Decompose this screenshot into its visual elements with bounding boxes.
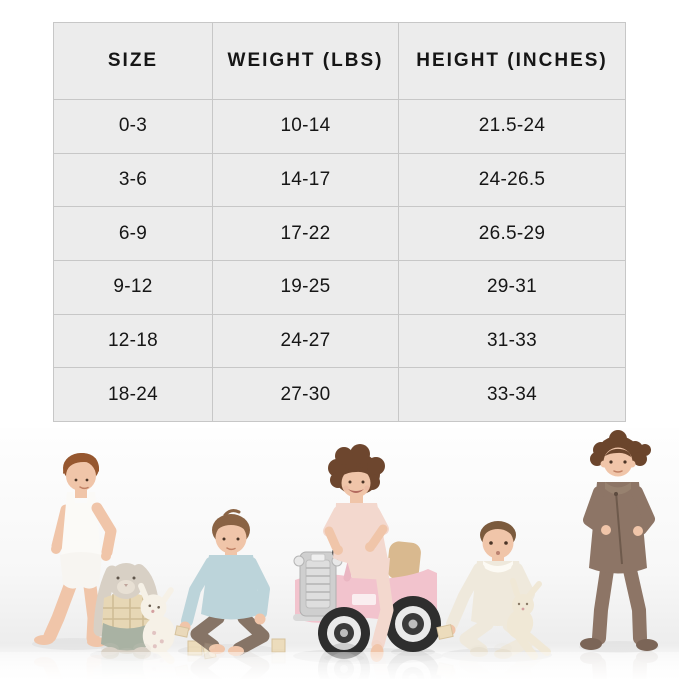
- baby-hand: [254, 613, 266, 625]
- column-header-weight: WEIGHT (LBS): [212, 22, 399, 100]
- cell-size: 6-9: [53, 206, 213, 261]
- table-row: 9-12 19-25 29-31: [53, 259, 626, 315]
- table-row: 12-18 24-27 31-33: [53, 313, 626, 369]
- baby-collar: [605, 482, 631, 495]
- sitting-baby-blue-figure: [174, 509, 270, 656]
- wooden-block: [174, 625, 190, 638]
- babies-photo-illustration: [0, 430, 679, 679]
- size-chart-table: SIZE WEIGHT (LBS) HEIGHT (INCHES) 0-3 10…: [53, 22, 626, 422]
- baby-leg: [592, 563, 614, 645]
- baby-leg: [83, 579, 101, 645]
- car-seat-back: [387, 541, 421, 581]
- baby-hand: [633, 526, 643, 536]
- lamb-ear: [160, 587, 174, 604]
- table-row: 0-3 10-14 21.5-24: [53, 99, 626, 154]
- column-header-size: SIZE: [53, 22, 213, 100]
- tank-top: [61, 492, 101, 563]
- girl-hand: [365, 542, 375, 552]
- cell-weight: 19-25: [212, 259, 399, 315]
- cell-height: 26.5-29: [398, 206, 626, 261]
- cell-weight: 10-14: [212, 99, 399, 154]
- baby-footie: [636, 639, 658, 651]
- header-row: SIZE WEIGHT (LBS) HEIGHT (INCHES): [53, 22, 626, 100]
- cell-height: 24-26.5: [398, 152, 626, 208]
- baby-arm: [245, 557, 270, 619]
- baby-arm: [51, 504, 72, 552]
- girl-face: [341, 468, 371, 498]
- bunny-ear: [510, 578, 520, 597]
- column-header-height: HEIGHT (INCHES): [398, 22, 626, 100]
- baby-collar: [483, 561, 513, 573]
- baby-shirt: [201, 555, 261, 620]
- cell-size: 3-6: [53, 152, 213, 208]
- girl-forearm: [367, 524, 388, 550]
- cell-size: 18-24: [53, 367, 213, 422]
- baby-face: [603, 447, 633, 477]
- standing-baby-white-tank-figure: [34, 453, 117, 647]
- baby-arm: [446, 563, 485, 630]
- cell-height: 29-31: [398, 259, 626, 315]
- bunny-body: [506, 609, 534, 639]
- girl-smile: [348, 489, 364, 493]
- bunny-head: [512, 594, 534, 616]
- baby-face: [66, 461, 96, 491]
- car-front-wheel: [318, 607, 370, 659]
- ride-on-car: [293, 538, 441, 659]
- diaper: [60, 552, 102, 589]
- cell-size: 12-18: [53, 313, 213, 369]
- table-row: 18-24 27-30 33-34: [53, 367, 626, 422]
- baby-outfit: [471, 561, 527, 626]
- baby-hair-fringe: [213, 517, 249, 535]
- baby-face: [482, 527, 514, 559]
- baby-hand: [51, 544, 61, 554]
- table-row: 6-9 17-22 26.5-29: [53, 206, 626, 261]
- girl-hand: [333, 545, 343, 555]
- baby-hair-fringe: [63, 453, 100, 474]
- car-headlight: [293, 555, 305, 567]
- wooden-block: [436, 624, 454, 640]
- baby-leg: [190, 611, 225, 653]
- baby-arm: [631, 486, 655, 535]
- cell-weight: 27-30: [212, 367, 399, 422]
- baby-footie: [580, 638, 602, 650]
- baby-face: [215, 522, 247, 554]
- babies-photo: [0, 428, 679, 679]
- baby-leg: [623, 563, 647, 645]
- car-side-label: [352, 594, 376, 605]
- baby-arm: [181, 557, 217, 627]
- lamb-ear: [138, 582, 150, 601]
- size-chart: SIZE WEIGHT (LBS) HEIGHT (INCHES) 0-3 10…: [53, 22, 626, 422]
- baby-leg: [232, 611, 270, 656]
- cell-size: 9-12: [53, 259, 213, 315]
- cell-height: 31-33: [398, 313, 626, 369]
- baby-leg: [43, 579, 77, 643]
- cell-size: 0-3: [53, 99, 213, 154]
- cell-weight: 14-17: [212, 152, 399, 208]
- baby-hand: [101, 551, 111, 561]
- cell-weight: 24-27: [212, 313, 399, 369]
- cell-height: 21.5-24: [398, 99, 626, 154]
- girl-neck: [350, 494, 363, 503]
- girl-forearm: [324, 526, 341, 552]
- baby-arm: [91, 502, 117, 558]
- girl-leg: [371, 567, 394, 651]
- baby-arm: [583, 486, 608, 535]
- standing-baby-pajamas-figure: [580, 430, 658, 651]
- zipper: [615, 491, 623, 565]
- cell-weight: 17-22: [212, 206, 399, 261]
- table-row: 3-6 14-17 24-26.5: [53, 152, 626, 208]
- bunny-plaid-top: [102, 593, 152, 630]
- figures: [34, 430, 658, 665]
- lamb-head: [140, 594, 167, 621]
- baby-foot: [34, 635, 54, 645]
- baby-hand: [601, 525, 611, 535]
- car-rear-wheel: [385, 596, 441, 652]
- cell-height: 33-34: [398, 367, 626, 422]
- bunny-ear: [526, 581, 542, 599]
